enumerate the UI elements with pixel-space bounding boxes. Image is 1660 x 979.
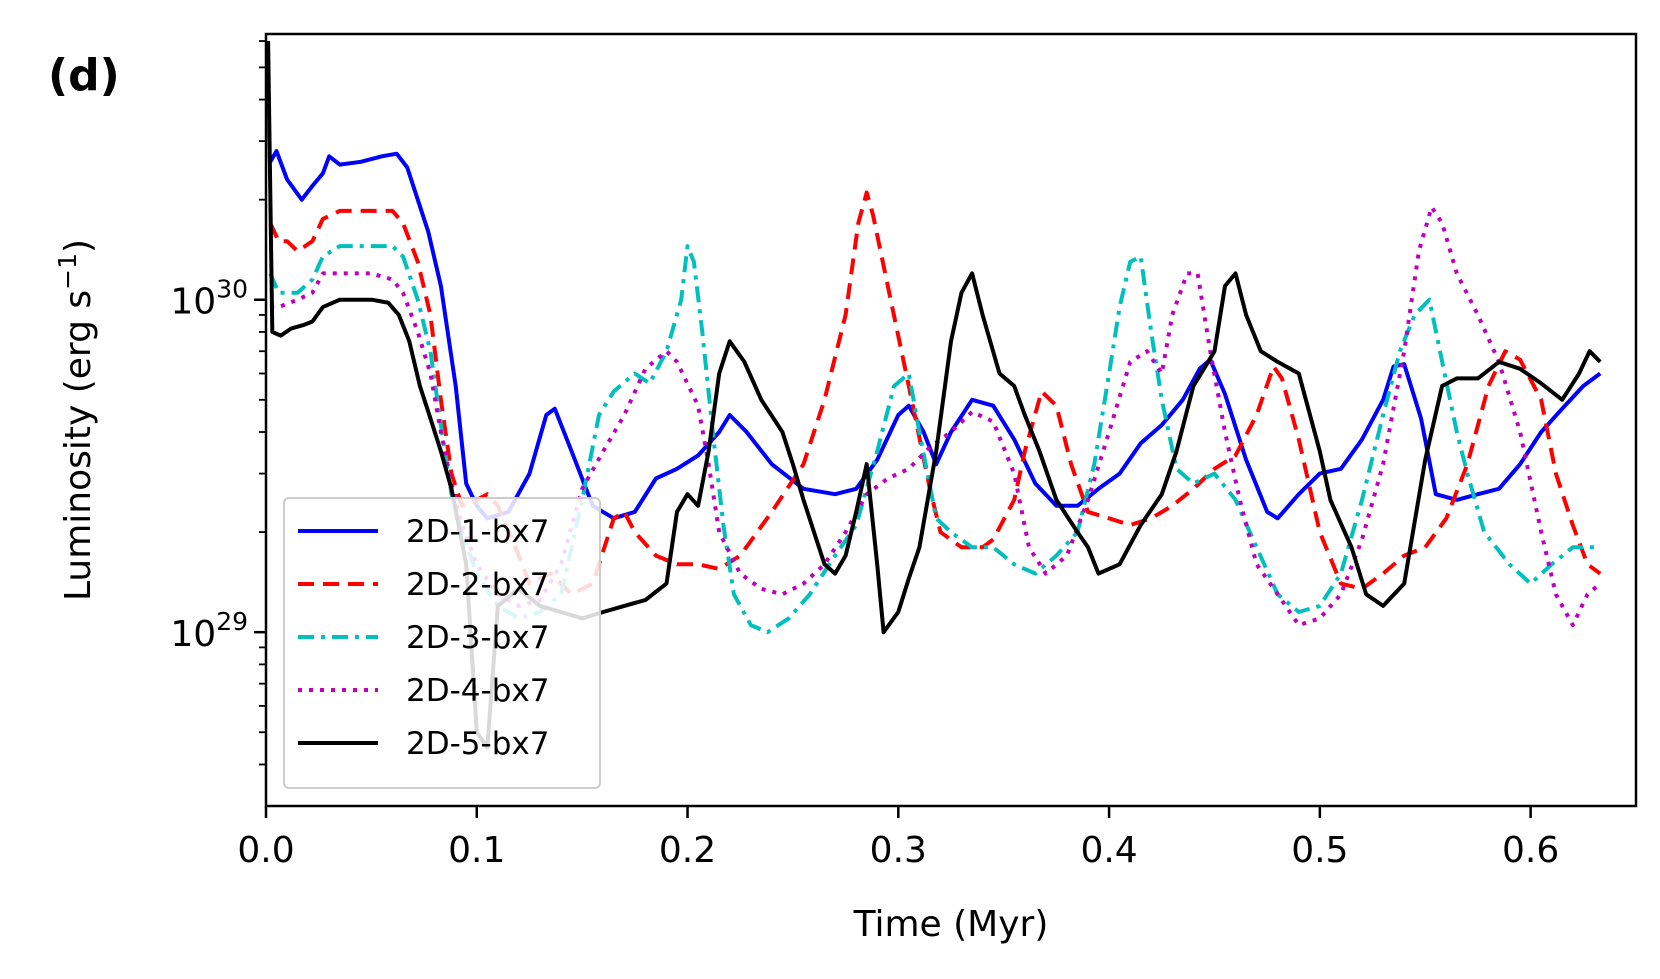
y-tick-label: 1030 [170,275,248,323]
x-tick-label: 0.3 [870,830,927,871]
x-tick-label: 0.1 [448,830,505,871]
series-line-1 [268,149,1602,521]
series-line-4 [270,205,1602,628]
y-tick-base: 10 [170,614,216,655]
x-tick-label: 0.0 [237,830,294,871]
x-tick-label: 0.2 [659,830,716,871]
y-axis-label-exponent: −1 [53,253,82,290]
y-axis-label: Luminosity (erg s−1) [53,239,99,601]
panel-label: (d) [48,50,120,101]
y-tick-exponent: 30 [216,275,248,304]
y-tick-base: 10 [170,282,216,323]
x-axis: 0.0 0.1 0.2 0.3 0.4 0.5 0.6 [237,806,1559,871]
plot-frame [264,32,1638,808]
legend-label: 2D-4-bx7 [406,673,549,709]
x-tick-label: 0.4 [1080,830,1137,871]
x-tick-label: 0.5 [1291,830,1348,871]
legend: 2D-1-bx7 2D-2-bx7 2D-3-bx7 2D-4-bx7 2D-5-bx7 [283,497,601,789]
y-axis-label-main: Luminosity (erg s [58,290,99,601]
legend-label: 2D-3-bx7 [406,620,549,656]
y-tick-label: 1029 [170,607,248,655]
series-line-3 [268,244,1601,635]
legend-label: 2D-2-bx7 [406,567,549,603]
y-axis-label-close: ) [58,239,99,253]
y-tick-exponent: 29 [216,607,248,636]
legend-label: 2D-1-bx7 [406,514,549,550]
x-tick-label: 0.6 [1502,830,1559,871]
x-axis-label: Time (Myr) [853,904,1049,945]
legend-box [283,497,601,789]
legend-label: 2D-5-bx7 [406,726,549,762]
